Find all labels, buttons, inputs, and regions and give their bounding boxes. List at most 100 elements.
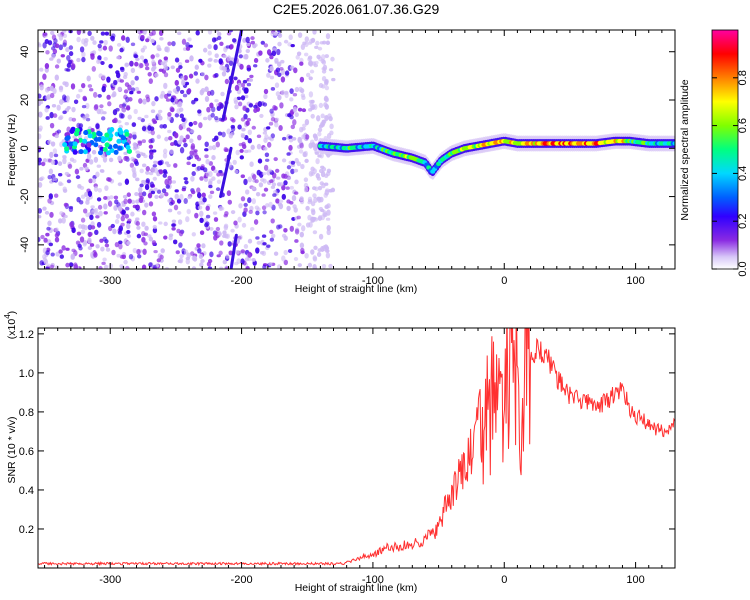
spectrogram-x-tick-label: -200	[231, 275, 253, 287]
noise-speck	[278, 199, 284, 203]
noise-speck	[266, 49, 272, 56]
noise-speck	[170, 142, 175, 147]
noise-speck	[184, 180, 189, 185]
noise-speck	[304, 36, 309, 43]
noise-speck	[207, 30, 213, 35]
noise-speck	[191, 190, 196, 195]
noise-speck	[217, 35, 222, 41]
noise-speck	[245, 189, 250, 195]
noise-speck	[118, 243, 123, 250]
noise-speck	[95, 123, 100, 130]
noise-speck	[54, 236, 60, 243]
noise-speck	[300, 250, 305, 255]
noise-speck	[297, 137, 303, 144]
spectrogram-x-tick-label: -300	[99, 275, 121, 287]
noise-speck	[43, 259, 49, 265]
noise-speck	[307, 55, 313, 60]
noise-speck	[58, 44, 63, 51]
noise-speck	[251, 125, 256, 130]
noise-speck	[49, 151, 54, 159]
noise-speck	[265, 58, 270, 63]
noise-speck	[125, 104, 131, 110]
noise-speck	[304, 52, 309, 57]
noise-speck	[218, 58, 223, 65]
noise-speck	[84, 166, 89, 171]
noise-speck	[217, 31, 222, 37]
noise-speck	[132, 133, 137, 140]
noise-speck	[204, 222, 209, 228]
cluster-blob	[104, 132, 110, 138]
noise-speck	[163, 221, 168, 227]
noise-speck	[234, 84, 240, 92]
noise-speck	[159, 37, 164, 41]
noise-speck	[80, 217, 86, 223]
noise-speck	[297, 263, 302, 268]
noise-speck	[330, 56, 335, 62]
noise-speck	[162, 173, 167, 178]
noise-speck	[50, 92, 55, 99]
noise-speck	[179, 89, 185, 94]
noise-speck	[204, 74, 209, 81]
noise-speck	[89, 159, 94, 165]
noise-speck	[137, 254, 142, 259]
noise-speck	[289, 225, 294, 232]
noise-speck	[258, 182, 264, 188]
noise-speck	[59, 211, 64, 216]
noise-speck	[246, 82, 252, 87]
spectrogram-x-tick-label: 0	[501, 275, 507, 287]
noise-speck	[106, 177, 111, 182]
noise-speck	[57, 161, 63, 167]
noise-speck	[323, 102, 328, 108]
noise-speck	[219, 41, 224, 46]
cluster-blob	[113, 143, 118, 149]
noise-speck	[45, 232, 50, 237]
noise-speck	[299, 231, 304, 238]
noise-speck	[240, 117, 246, 122]
noise-speck	[260, 40, 265, 45]
noise-speck	[141, 191, 147, 197]
cluster-blob	[116, 138, 122, 144]
noise-speck	[197, 192, 202, 199]
noise-speck	[191, 99, 196, 105]
noise-speck	[53, 153, 59, 158]
snr-frame	[37, 327, 676, 569]
noise-speck	[317, 216, 322, 221]
noise-speck	[247, 197, 252, 204]
noise-speck	[124, 213, 129, 219]
noise-speck	[130, 156, 135, 162]
noise-speck	[285, 186, 290, 190]
noise-speck	[58, 218, 63, 224]
noise-speck	[213, 234, 218, 241]
noise-speck	[292, 93, 298, 97]
noise-speck	[264, 134, 269, 140]
noise-speck	[250, 40, 255, 45]
noise-speck	[239, 148, 244, 153]
noise-speck	[213, 44, 218, 51]
noise-speck	[324, 189, 329, 196]
noise-speck	[153, 187, 158, 192]
spectrogram-y-ticks: -40 -20 0 20 40	[19, 46, 675, 253]
noise-speck	[76, 30, 82, 36]
noise-speck	[141, 236, 146, 243]
noise-speck	[276, 176, 281, 180]
cluster-blob	[70, 126, 76, 132]
noise-speck	[174, 79, 179, 86]
noise-speck	[151, 100, 156, 107]
noise-speck	[213, 217, 219, 222]
noise-speck	[184, 59, 190, 63]
noise-speck	[87, 245, 93, 251]
noise-speck	[240, 258, 245, 265]
noise-speck	[228, 44, 234, 50]
noise-speck	[44, 62, 50, 70]
noise-speck	[150, 54, 155, 59]
noise-speck	[119, 47, 124, 53]
noise-speck	[86, 153, 92, 160]
noise-speck	[270, 185, 276, 190]
noise-speck	[118, 103, 124, 109]
noise-speck	[145, 94, 150, 99]
noise-speck	[249, 74, 254, 79]
noise-speck	[310, 249, 315, 255]
noise-speck	[143, 241, 148, 246]
noise-speck	[181, 117, 186, 123]
noise-speck	[152, 176, 157, 181]
